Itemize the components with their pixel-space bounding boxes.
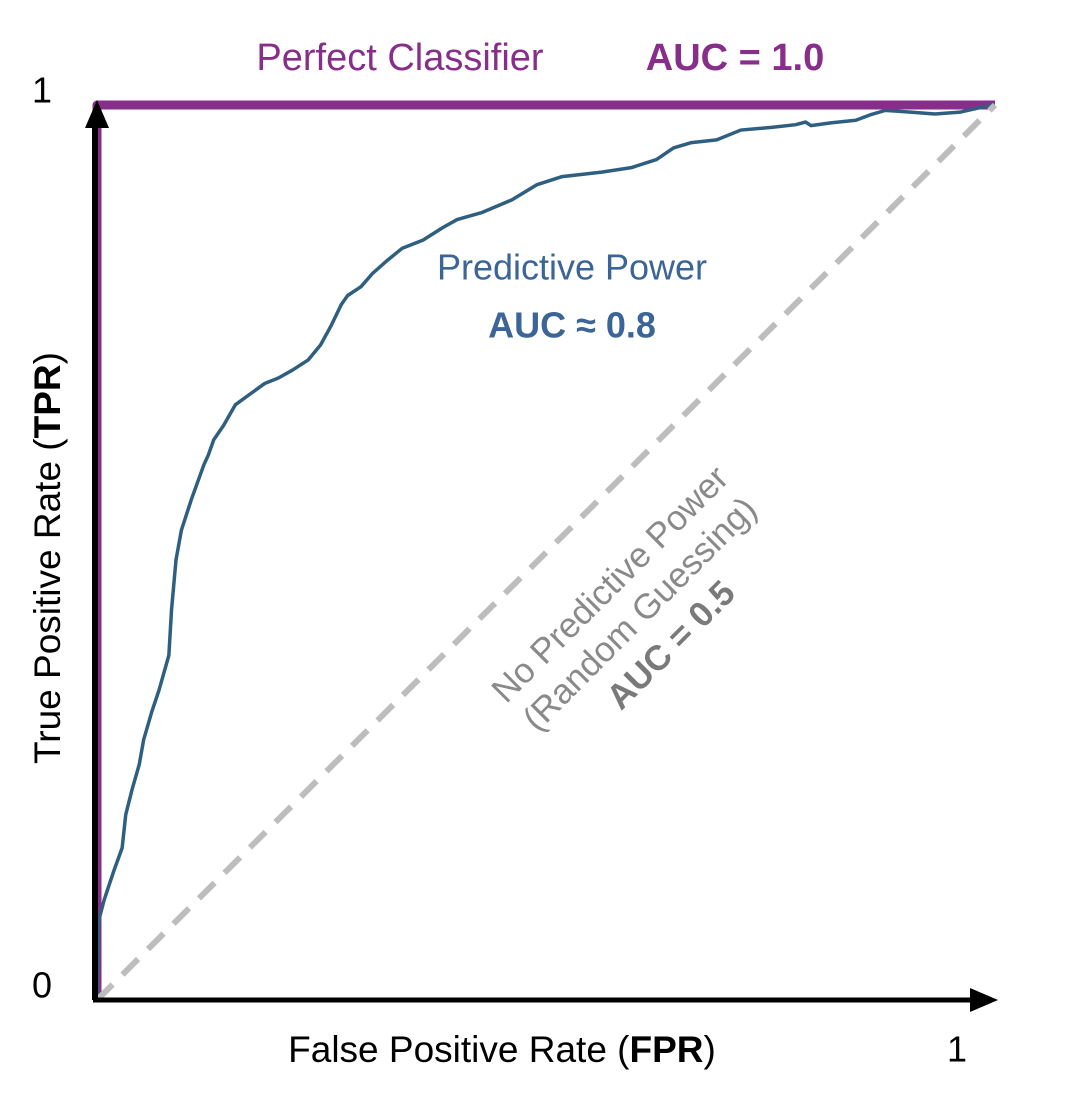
auc-annotation: AUC ≈ 0.8 <box>488 305 656 346</box>
x-axis-arrow <box>970 988 998 1012</box>
y-tick-label: 1 <box>32 70 52 111</box>
plot-area: 0 1 1 <box>32 70 998 1070</box>
y-axis-label-text: ) <box>27 352 68 364</box>
auc-annotation: AUC = 1.0 <box>646 37 824 79</box>
series-annotation: Perfect Classifier <box>256 37 544 79</box>
random-annotation: No Predictive Power (Random Guessing) AU… <box>484 458 764 738</box>
x-axis-label-bold: FPR <box>630 1029 704 1070</box>
series-annotation: No Predictive Power <box>484 458 736 710</box>
y-tick-label: 0 <box>32 965 52 1006</box>
x-tick-label: 1 <box>947 1029 967 1070</box>
series-line <box>95 103 996 1001</box>
y-axis-label-bold: TPR <box>27 364 68 438</box>
series-line <box>94 102 998 1003</box>
x-axis-label-text: False Positive Rate ( <box>288 1029 630 1070</box>
y-axis-arrow <box>85 100 109 128</box>
x-axis-label-text: ) <box>704 1029 716 1070</box>
y-axis-label: True Positive Rate (TPR) <box>27 352 68 764</box>
series-annotation: Predictive Power <box>437 247 707 288</box>
x-axis-label: False Positive Rate (FPR) <box>288 1029 716 1070</box>
y-axis-label-text: True Positive Rate ( <box>27 438 68 764</box>
